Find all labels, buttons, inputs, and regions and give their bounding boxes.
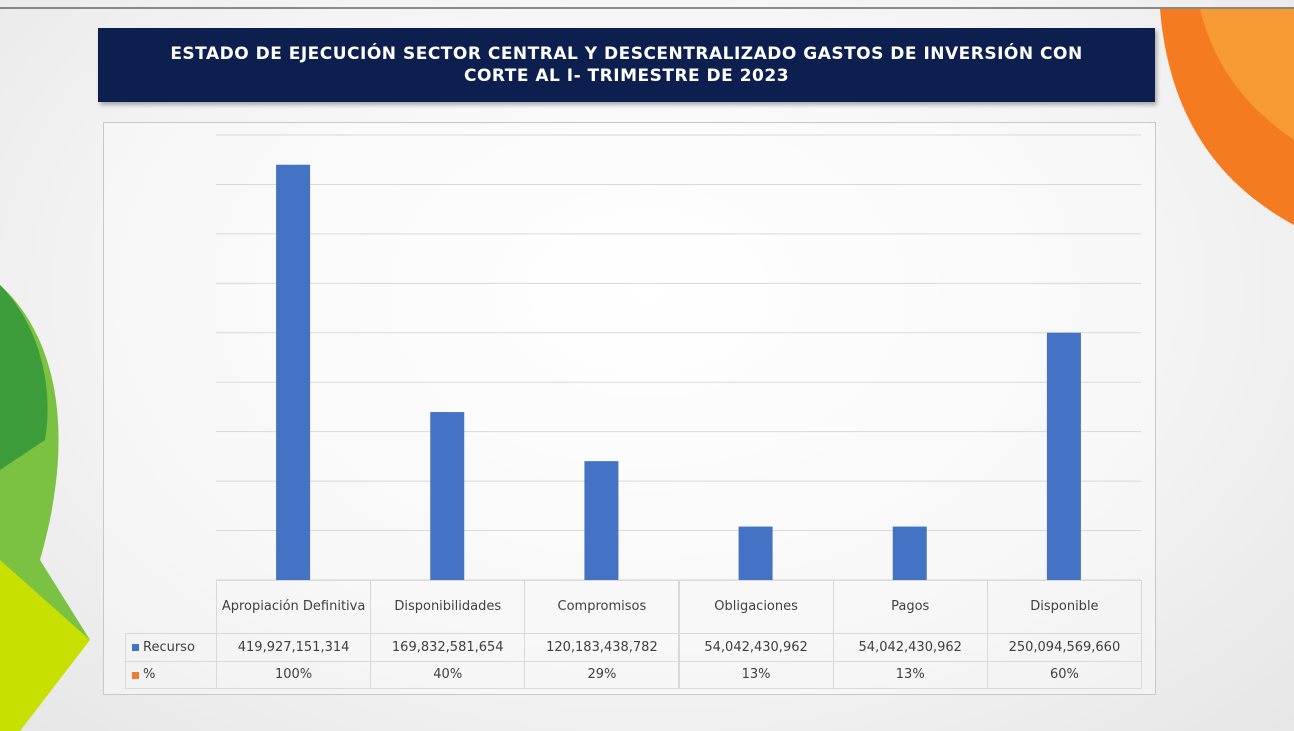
plot	[216, 134, 1141, 581]
bar	[1046, 332, 1081, 580]
table-value: 29%	[524, 661, 680, 689]
table-value: 54,042,430,962	[832, 633, 988, 662]
legend-swatch	[132, 644, 139, 651]
legend-label: %	[143, 667, 156, 682]
table-category: Disponibilidades	[370, 580, 526, 634]
table-value: 40%	[370, 661, 526, 689]
table-category: Apropiación Definitiva	[216, 580, 372, 634]
chart-title: ESTADO DE EJECUCIÓN SECTOR CENTRAL Y DES…	[98, 28, 1155, 102]
table-value: 13%	[678, 661, 834, 689]
table-value: 54,042,430,962	[678, 633, 834, 662]
table-category: Pagos	[832, 580, 988, 634]
table-value: 250,094,569,660	[986, 633, 1142, 662]
bar	[738, 526, 773, 580]
table-value: 169,832,581,654	[370, 633, 526, 662]
bar	[430, 412, 465, 580]
legend-swatch	[132, 671, 139, 679]
table-value: 120,183,438,782	[524, 633, 680, 662]
table-category: Disponible	[986, 580, 1142, 634]
table-value: 419,927,151,314	[216, 633, 372, 662]
table-value: 100%	[216, 661, 372, 689]
bar	[892, 526, 927, 580]
table-category: Obligaciones	[678, 580, 834, 634]
bar	[276, 164, 311, 580]
legend-entry: Recurso	[125, 633, 217, 662]
bar	[584, 461, 619, 580]
chart-frame: Apropiación Definitiva Disponibilidades Co…	[103, 122, 1156, 695]
table-value: 60%	[986, 661, 1142, 689]
table-category: Compromisos	[524, 580, 680, 634]
table-value: 13%	[832, 661, 988, 689]
legend-entry: %	[125, 661, 217, 689]
legend-label: Recurso	[143, 639, 195, 655]
